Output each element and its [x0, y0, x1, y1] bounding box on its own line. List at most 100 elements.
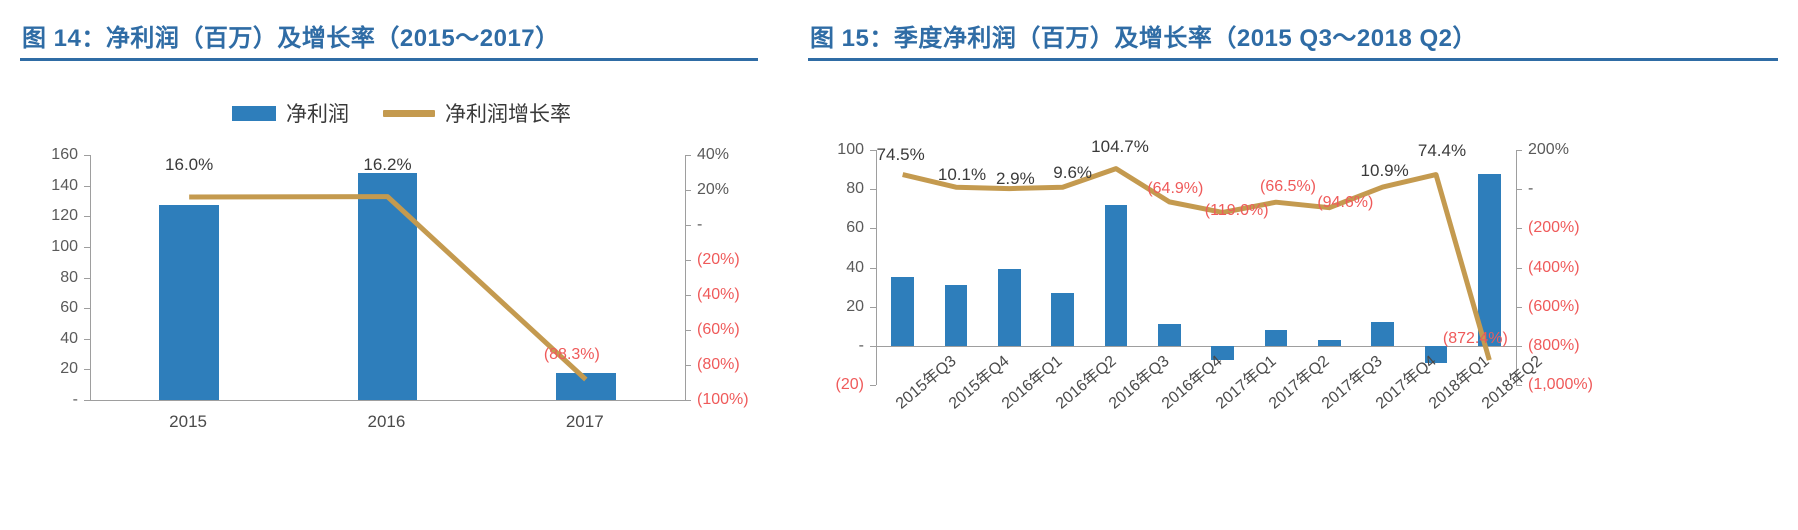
data-label: 10.9% — [1360, 161, 1409, 181]
bar — [1158, 324, 1181, 346]
y-tick-label-left: 140 — [51, 176, 78, 194]
y-tick-label-right: (40%) — [697, 286, 740, 303]
data-label: 74.4% — [1417, 140, 1467, 160]
y-tick-right — [685, 155, 691, 156]
y-tick-right — [1516, 385, 1522, 386]
y-tick-label-right: 40% — [697, 146, 730, 163]
data-label: (64.9%) — [1147, 179, 1204, 197]
y-tick-label-left: 120 — [51, 207, 78, 225]
growth-rate-line — [902, 166, 1492, 361]
data-label: 9.6% — [1053, 163, 1093, 183]
bar — [1424, 345, 1448, 364]
growth-rate-line — [189, 194, 588, 382]
legend-item-growth-rate: 净利润增长率 — [383, 98, 571, 128]
data-label: (119.0%) — [1204, 202, 1269, 220]
legend-label: 净利润增长率 — [445, 103, 571, 126]
y-tick-right — [685, 190, 691, 191]
y-axis-left — [876, 150, 877, 385]
y-tick-left — [84, 277, 90, 279]
y-tick-left — [870, 228, 876, 230]
y-tick-label-right: (80%) — [697, 356, 740, 373]
y-tick-left — [870, 150, 876, 151]
figure-15-panel: 图 15：季度净利润（百万）及增长率（2015 Q3～2018 Q2） 净利润 … — [790, 0, 1798, 530]
y-tick-left — [870, 267, 876, 269]
y-tick-label-left: - — [858, 336, 864, 354]
y-tick-label-left: 100 — [51, 237, 78, 255]
y-tick-label-right: (20%) — [697, 251, 740, 268]
figure-14-title-rule — [20, 58, 758, 61]
y-tick-left — [870, 345, 876, 347]
y-tick-right — [685, 365, 691, 366]
y-tick-left — [870, 306, 876, 308]
y-tick-label-right: 200% — [1528, 141, 1569, 158]
data-label: 16.2% — [363, 154, 412, 174]
y-tick-label-right: - — [697, 216, 703, 233]
y-tick-left — [84, 246, 90, 248]
y-tick-right — [1516, 306, 1522, 308]
figure-14-legend: 净利润 净利润增长率 — [232, 98, 571, 128]
y-tick-label-left: 160 — [51, 146, 78, 163]
y-tick-right — [1516, 267, 1522, 269]
y-tick-label-right: - — [1528, 180, 1534, 198]
y-tick-label-left: 60 — [60, 299, 78, 317]
y-tick-right — [685, 260, 691, 261]
y-axis-left — [90, 155, 91, 400]
y-tick-label-right: (600%) — [1528, 297, 1580, 315]
y-tick-label-left: 80 — [846, 180, 864, 198]
y-tick-label-left: 80 — [60, 268, 78, 286]
data-label: 10.1% — [937, 165, 987, 185]
y-tick-left — [84, 369, 90, 371]
y-tick-right — [685, 400, 691, 401]
figure-14-title: 图 14：净利润（百万）及增长率（2015～2017） — [22, 25, 560, 52]
figure-15-plot: 100 80 60 40 20 - (20) 200% - (200%) (400%) (600%) (… — [836, 137, 1593, 413]
y-tick-left — [84, 308, 90, 310]
y-tick-label-right: (800%) — [1528, 336, 1580, 354]
bar — [944, 285, 968, 346]
x-axis-label: 2016 — [367, 412, 406, 431]
x-axis-label: 2017 — [565, 412, 604, 431]
bar — [998, 269, 1021, 346]
y-tick-right — [685, 330, 691, 331]
data-label: (872.4%) — [1442, 330, 1508, 347]
figure-15-title-rule — [808, 58, 1778, 61]
y-tick-label-left: 20 — [60, 360, 78, 378]
y-tick-left — [870, 189, 876, 191]
y-tick-label-left: 100 — [837, 141, 864, 158]
data-label: 104.7% — [1091, 136, 1149, 156]
y-tick-label-right: (60%) — [697, 321, 740, 338]
x-axis — [876, 345, 1516, 347]
y-tick-label-left: (20) — [835, 376, 864, 393]
bar-swatch-icon — [232, 105, 276, 121]
y-tick-label-left: 40 — [60, 329, 78, 347]
bar — [159, 204, 219, 400]
figure-14-plot: 160 140 120 100 80 60 40 20 - 40% 20% - (20%) (40%) (6… — [51, 146, 748, 431]
y-axis-right — [685, 155, 686, 400]
y-tick-left — [870, 385, 876, 386]
y-tick-label-right: (400%) — [1528, 258, 1580, 276]
y-tick-right — [1516, 150, 1522, 151]
figure-14-panel: 图 14：净利润（百万）及增长率（2015～2017） 净利润 净利润增长率 1… — [0, 0, 790, 530]
y-tick-right — [1516, 228, 1522, 230]
y-tick-label-right: (200%) — [1528, 219, 1580, 237]
data-label: 74.5% — [876, 144, 925, 164]
bar — [1211, 345, 1234, 360]
bar — [891, 277, 914, 346]
data-label: 16.0% — [165, 155, 214, 174]
legend-label: 净利润 — [286, 103, 349, 126]
x-axis — [90, 400, 685, 401]
bar — [1051, 292, 1074, 346]
y-tick-left — [84, 400, 90, 401]
bar — [1318, 339, 1341, 346]
data-label: (94.6%) — [1317, 193, 1374, 211]
y-tick-label-left: - — [72, 391, 78, 408]
figure-15-title: 图 15：季度净利润（百万）及增长率（2015 Q3～2018 Q2） — [810, 25, 1478, 52]
y-tick-label-left: 60 — [846, 219, 864, 237]
x-axis-label: 2015 — [169, 412, 207, 431]
y-tick-right — [685, 225, 691, 226]
y-tick-label-right: 20% — [697, 181, 730, 198]
bar — [357, 172, 418, 400]
y-tick-label-right: (100%) — [697, 391, 749, 408]
bar — [1478, 173, 1501, 346]
data-label: (88.3%) — [543, 345, 600, 363]
